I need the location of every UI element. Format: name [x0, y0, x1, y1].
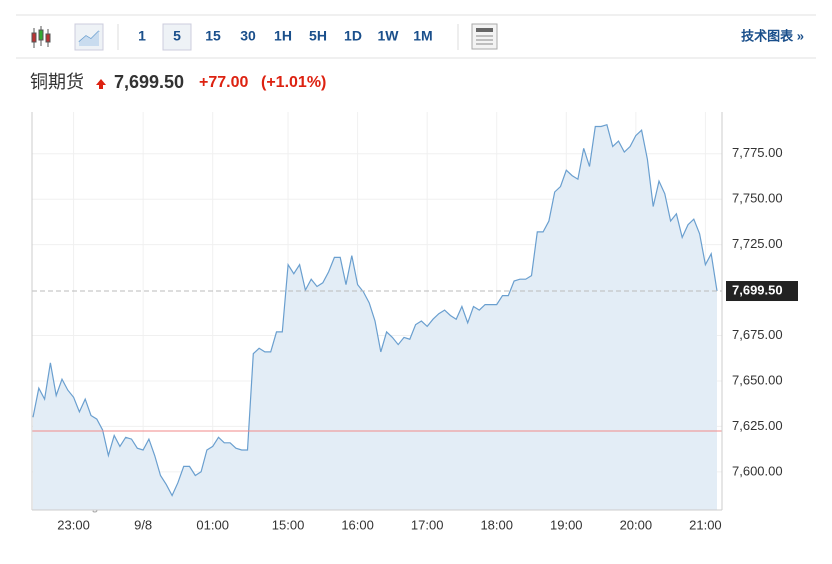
x-tick-label: 15:00 [272, 517, 305, 532]
interval-button[interactable]: 1 [138, 28, 146, 44]
interval-button[interactable]: 1M [413, 28, 432, 44]
interval-button[interactable]: 15 [205, 28, 221, 44]
interval-button[interactable]: 5 [173, 28, 181, 44]
price-line [32, 123, 718, 497]
y-tick-label: 7,675.00 [732, 327, 783, 342]
x-tick-label: 21:00 [689, 517, 722, 532]
interval-button[interactable]: 1W [378, 28, 400, 44]
x-tick-label: 23:00 [57, 517, 90, 532]
technical-chart-link[interactable]: 技术图表 » [741, 28, 804, 43]
x-tick-label: 01:00 [196, 517, 229, 532]
line-icon[interactable] [74, 23, 104, 51]
up-arrow [96, 79, 106, 89]
y-tick-label: 7,600.00 [732, 463, 783, 478]
last-price: 7,699.50 [114, 72, 184, 92]
price-change: +77.00 [199, 74, 248, 91]
x-tick-label: 16:00 [341, 517, 374, 532]
instrument-name: 铜期货 [30, 72, 84, 92]
interval-button[interactable]: 1D [344, 28, 362, 44]
candle-icon[interactable] [31, 26, 51, 48]
x-tick-label: 20:00 [620, 517, 653, 532]
area-fill [33, 124, 717, 510]
price-change-pct: (+1.01%) [261, 74, 326, 91]
y-tick-label: 7,750.00 [732, 191, 783, 206]
y-tick-label: 7,625.00 [732, 418, 783, 433]
x-tick-label: 17:00 [411, 517, 444, 532]
y-tick-label: 7,725.00 [732, 236, 783, 251]
x-tick-label: 18:00 [480, 517, 513, 532]
interval-button[interactable]: 5H [309, 28, 327, 44]
interval-button[interactable]: 1H [274, 28, 292, 44]
y-tick-label: 7,775.00 [732, 145, 783, 160]
table-icon[interactable] [471, 23, 498, 50]
x-tick-label: 19:00 [550, 517, 583, 532]
interval-button[interactable]: 30 [240, 28, 256, 44]
last-price-label: 7,699.50 [732, 282, 783, 297]
x-tick-label: 9/8 [134, 517, 152, 532]
last-price-box [726, 281, 798, 302]
selected-button-bg [162, 23, 192, 51]
y-tick-label: 7,650.00 [732, 372, 783, 387]
